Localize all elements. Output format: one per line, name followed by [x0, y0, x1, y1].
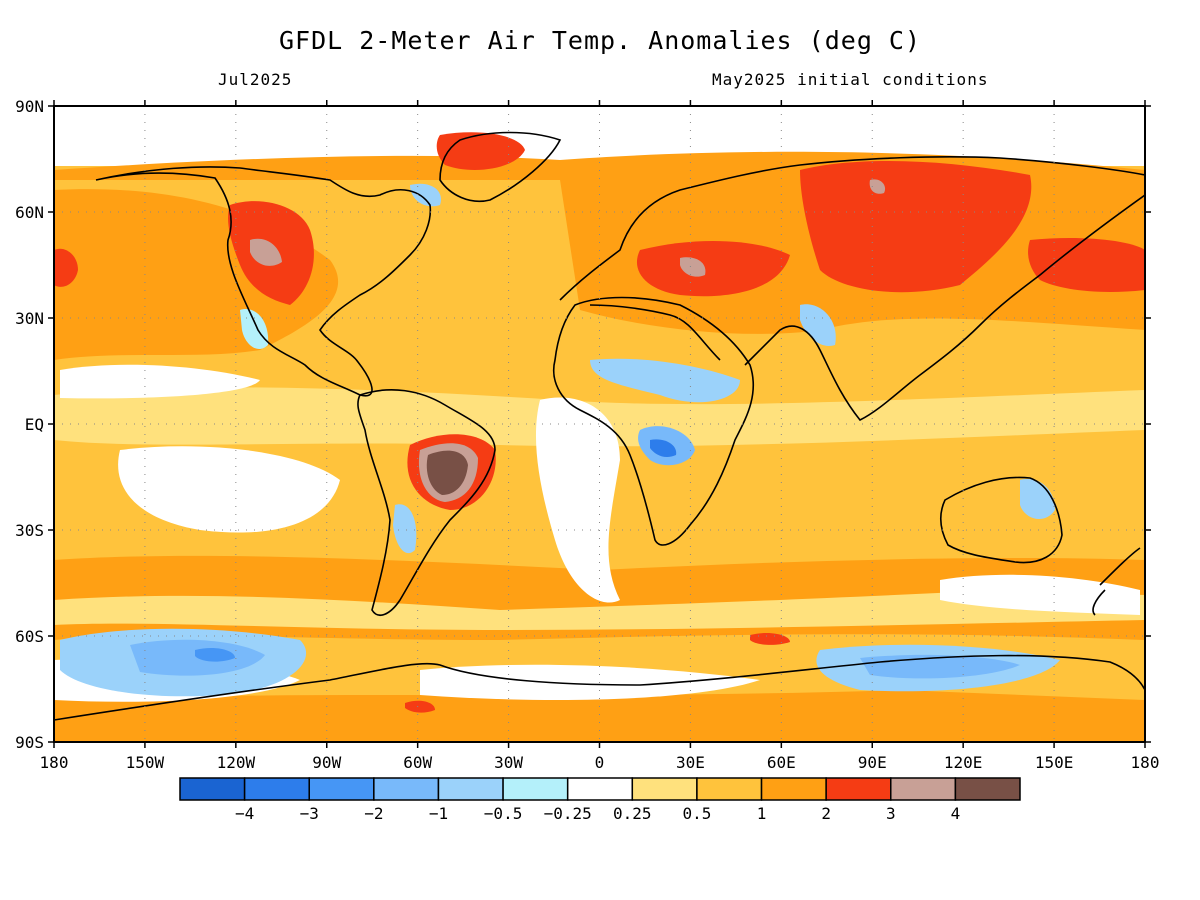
colorbar-label: −4 [235, 804, 254, 823]
field-antarctic-edge-warm [54, 690, 1145, 742]
colorbar-label: −1 [429, 804, 448, 823]
colorbar-swatch [825, 777, 892, 801]
lon-tick-label: 90W [312, 753, 341, 772]
colorbar-swatch [696, 777, 763, 801]
coast-eurasia [559, 156, 1145, 422]
colorbar-swatch [566, 777, 634, 801]
valid-month-label: Jul2025 [218, 70, 293, 89]
field-cool-hudson [410, 183, 441, 207]
field-hot-eastern-europe [636, 240, 790, 297]
colorbar-label: 2 [821, 804, 831, 823]
field-hot-southern-ocean-spot [750, 632, 790, 645]
colorbar-label: 3 [886, 804, 896, 823]
field-cool-california-coast [240, 309, 269, 350]
field-atlantic-neutral [535, 397, 620, 603]
lat-tick-label: 60N [15, 203, 44, 222]
field-hot-brazil-core [426, 450, 468, 495]
field-hot-siberia-core [869, 179, 886, 194]
coast-australia [939, 476, 1063, 564]
coast-new-zealand [1092, 547, 1141, 616]
lat-tick-label: 60S [15, 627, 44, 646]
colorbar-swatch [437, 777, 504, 801]
colorbar-label: 0.25 [613, 804, 652, 823]
field-hot-eastern-europe-core [680, 257, 706, 277]
colorbar: −4 −3 −2 −1 −0.5 −0.25 0.25 0.5 1 2 3 4 [179, 777, 1021, 823]
lon-tick-label: 180 [1131, 753, 1160, 772]
lon-tick-label: 120E [944, 753, 983, 772]
colorbar-swatch [243, 777, 310, 801]
field-cool-india [800, 304, 836, 346]
field-antarctic-neutral-mid [420, 664, 760, 700]
coast-south-america [357, 389, 496, 616]
coast-greenland [439, 131, 562, 202]
lon-tick-label: 60E [767, 753, 796, 772]
field-south-pacific-neutral [118, 446, 340, 533]
colorbar-swatch [179, 777, 246, 801]
lon-tick-label: 90E [858, 753, 887, 772]
lon-tick-label: 150E [1035, 753, 1074, 772]
field-cool-southern-south-america [393, 504, 417, 554]
colorbar-swatch [373, 777, 440, 801]
colorbar-swatch [954, 777, 1021, 801]
lon-tick-label: 180 [40, 753, 69, 772]
field-hot-siberia [800, 160, 1032, 293]
lon-tick-label: 150W [126, 753, 165, 772]
field-arctic [54, 106, 1145, 166]
field-hot-northeast-asia [1028, 238, 1145, 292]
coast-antarctica [54, 654, 1145, 721]
lat-tick-label: 30N [15, 309, 44, 328]
lon-tick-label: 0 [595, 753, 605, 772]
lat-tick-label: 30S [15, 521, 44, 540]
field-east-pacific-neutral [60, 364, 260, 399]
colorbar-label: 0.5 [682, 804, 711, 823]
field-tasman-neutral [940, 574, 1140, 615]
colorbar-label: −3 [300, 804, 319, 823]
field-cool-central-africa-core [650, 439, 677, 458]
colorbar-swatch [502, 777, 569, 801]
lon-tick-label: 60W [403, 753, 432, 772]
lat-tick-label: 90S [15, 733, 44, 752]
colorbar-label: 1 [757, 804, 767, 823]
longitude-axis: 180 150W 120W 90W 60W 30W 0 30E 60E 90E 120E 150E 18… [40, 100, 1160, 772]
lat-tick-label: EQ [25, 415, 44, 434]
map-title: GFDL 2-Meter Air Temp. Anomalies (deg C) [278, 26, 922, 55]
coast-north-america [95, 166, 432, 397]
lon-tick-label: 30W [494, 753, 523, 772]
colorbar-label: −0.25 [544, 804, 592, 823]
field-cool-south-pacific-peak [195, 647, 235, 662]
lon-tick-label: 120W [217, 753, 256, 772]
anomaly-field [54, 106, 1145, 742]
colorbar-swatch [890, 777, 957, 801]
colorbar-label: 4 [951, 804, 961, 823]
lat-tick-label: 90N [15, 97, 44, 116]
lon-tick-label: 30E [676, 753, 705, 772]
initial-conditions-label: May2025 initial conditions [712, 70, 989, 89]
colorbar-swatch [760, 777, 827, 801]
field-cool-sahel [590, 358, 740, 403]
colorbar-swatch [631, 777, 698, 801]
field-hot-weddell-spot [405, 700, 435, 713]
colorbar-swatch [308, 777, 375, 801]
colorbar-label: −2 [364, 804, 383, 823]
field-hot-western-canada-core [250, 238, 282, 266]
colorbar-label: −0.5 [484, 804, 523, 823]
coast-africa [553, 296, 755, 546]
latitude-axis: 90N 60N 30N EQ 30S 60S 90S [15, 97, 1151, 752]
field-hot-north-pacific-edge [54, 248, 78, 287]
coastlines [54, 131, 1145, 721]
